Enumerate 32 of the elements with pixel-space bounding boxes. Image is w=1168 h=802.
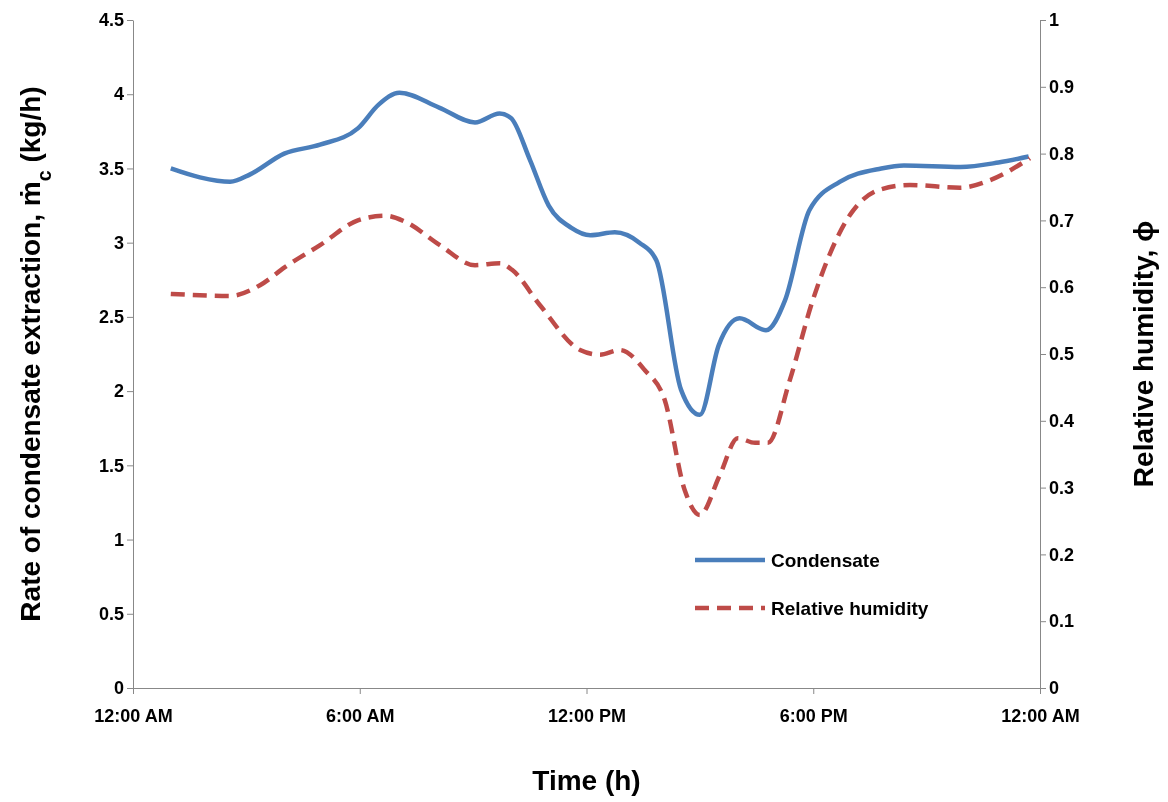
y2-tick-label: 0.5 [1049,344,1075,365]
y2-tick-label: 0.1 [1049,611,1075,632]
y-tick-label: 2.5 [98,307,124,328]
y2-tick-label: 0.2 [1049,544,1075,565]
y2-tick-label: 0.6 [1049,277,1075,298]
y2-tick-label: 0 [1049,678,1060,699]
y-tick-label: 4 [113,84,124,105]
y2-tick-label: 0.8 [1049,143,1075,164]
y-tick-label: 1.5 [98,455,124,476]
y-tick-label: 2 [113,381,124,402]
y2-tick-label: 0.4 [1049,411,1075,432]
y2-tick-label: 1 [1049,10,1060,31]
y-tick-label: 0.5 [98,604,124,625]
y2-tick-label: 0.9 [1049,77,1075,98]
x-tick-label: 6:00 PM [779,706,848,727]
y-tick-label: 0 [113,678,124,699]
legend-label: Condensate [771,550,880,571]
x-tick-label: 12:00 PM [547,706,627,727]
line-series [168,90,1031,418]
x-tick-label: 12:00 AM [94,706,173,727]
y2-tick-label: 0.3 [1049,477,1075,498]
x-tick-label: 12:00 AM [1001,706,1080,727]
x-tick-label: 6:00 AM [326,706,395,727]
y-tick-label: 1 [113,529,124,550]
y2-tick-label: 0.7 [1049,210,1075,231]
x-axis-title: Time (h) [532,765,641,796]
legend-label: Relative humidity [771,598,929,619]
y-tick-label: 4.5 [98,10,124,31]
y2-axis-title: Relative humidity, ϕ [1128,220,1159,488]
y-tick-label: 3 [113,232,124,253]
y-tick-label: 3.5 [98,158,124,179]
line-series [168,156,1033,518]
